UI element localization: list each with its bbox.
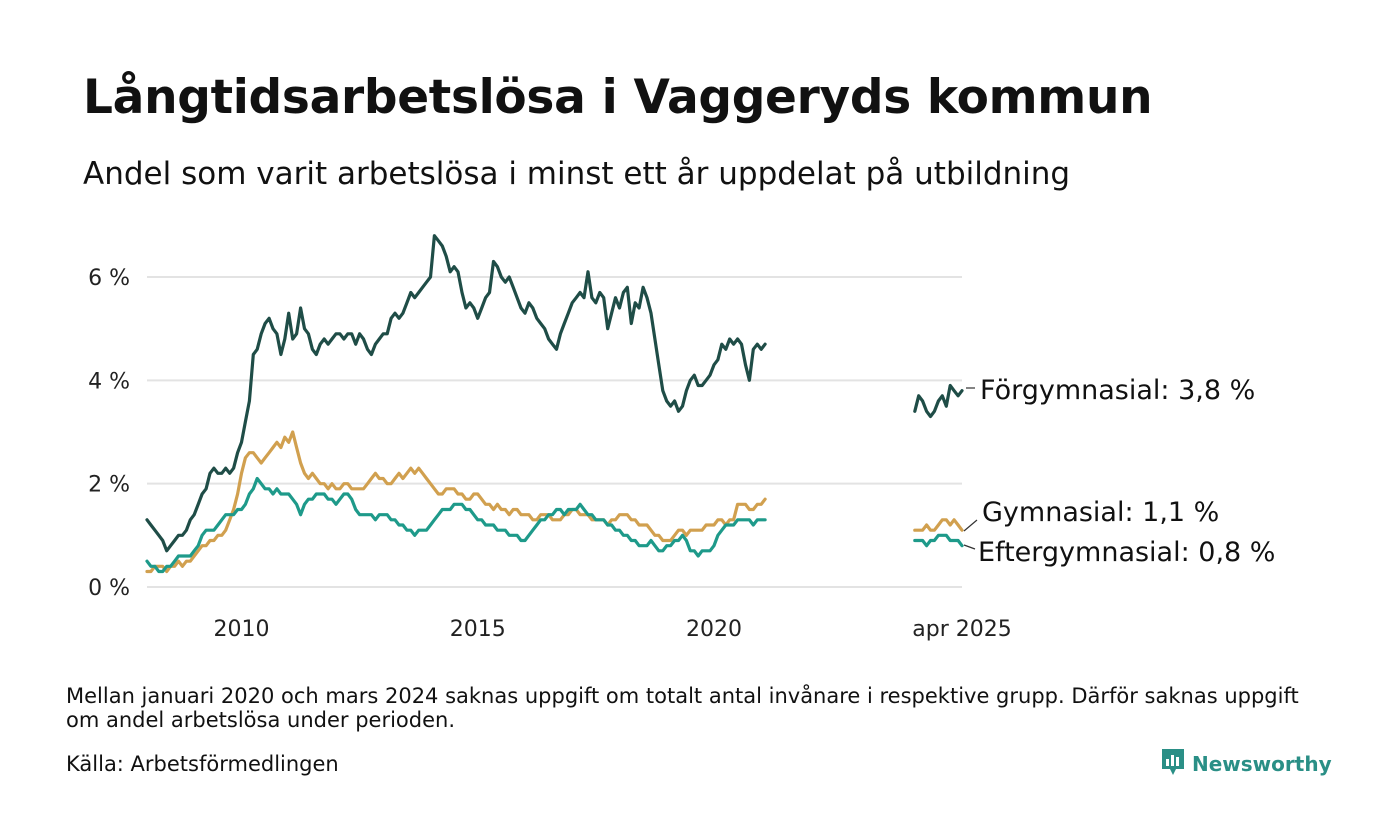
- y-tick-label: 4 %: [88, 369, 130, 394]
- grid-lines: [147, 276, 962, 588]
- x-axis-ticks: 2010 2015 2020 apr 2025: [213, 617, 1011, 642]
- series-line-gymnasial: [913, 518, 964, 532]
- series-line-eftergymnasial: [913, 533, 964, 548]
- series-lines: [145, 234, 964, 574]
- x-tick-label: apr 2025: [912, 617, 1011, 642]
- y-tick-label: 2 %: [88, 473, 130, 498]
- source-text: Källa: Arbetsförmedlingen: [66, 752, 339, 776]
- series-line-gymnasial: [145, 430, 767, 574]
- series-line-förgymnasial: [145, 234, 767, 553]
- label-leader-line: [963, 544, 976, 550]
- x-tick-label: 2020: [686, 617, 742, 642]
- brand-logo: Newsworthy: [1160, 747, 1332, 781]
- y-tick-label: 0 %: [88, 576, 130, 601]
- series-label-eftergymnasial: Eftergymnasial: 0,8 %: [978, 537, 1275, 568]
- brand-name: Newsworthy: [1192, 752, 1332, 776]
- series-labels: Förgymnasial: 3,8 % Gymnasial: 1,1 % Efter…: [963, 375, 1275, 568]
- y-tick-label: 6 %: [88, 266, 130, 291]
- newsworthy-logo-icon: [1160, 747, 1186, 781]
- x-tick-label: 2010: [213, 617, 269, 642]
- chart-subtitle: Andel som varit arbetslösa i minst ett å…: [83, 156, 1071, 192]
- y-axis-ticks: 0 % 2 % 4 % 6 %: [88, 266, 130, 601]
- series-label-gymnasial: Gymnasial: 1,1 %: [982, 497, 1219, 528]
- series-label-förgymnasial: Förgymnasial: 3,8 %: [980, 375, 1255, 406]
- line-chart: 0 % 2 % 4 % 6 % 2010 2015 2020 apr 2025 Förgym…: [88, 234, 1275, 642]
- footnote: Mellan januari 2020 och mars 2024 saknas…: [66, 684, 1299, 732]
- x-tick-label: 2015: [450, 617, 506, 642]
- label-leader-line: [963, 519, 978, 532]
- series-line-förgymnasial: [913, 383, 964, 419]
- series-line-eftergymnasial: [145, 476, 767, 574]
- chart-title: Långtidsarbetslösa i Vaggeryds kommun: [83, 70, 1153, 125]
